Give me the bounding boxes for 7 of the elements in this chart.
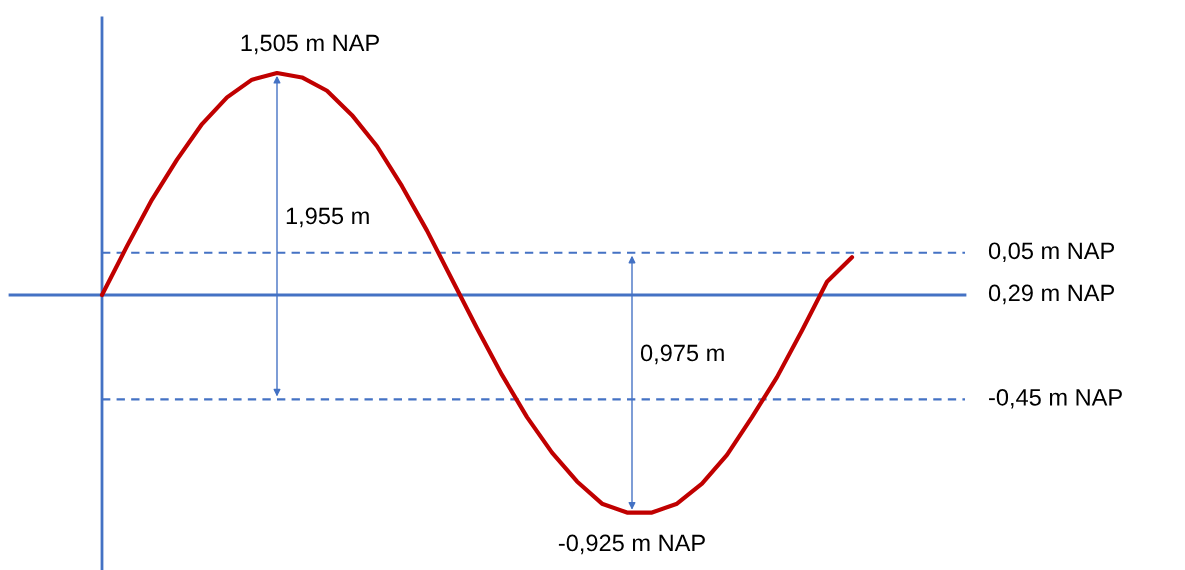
ref-line-label: 0,05 m NAP <box>988 242 1115 262</box>
text: -0,925 m NAP <box>558 534 705 555</box>
ref-line-label: 0,29 m NAP <box>988 284 1115 305</box>
annotation: 1,955 m <box>286 207 369 228</box>
ref-line-label: -0,45 m NAP <box>989 388 1122 409</box>
text: 1,505 m NAP <box>241 34 379 55</box>
annotation: 0,975 m <box>640 344 724 365</box>
